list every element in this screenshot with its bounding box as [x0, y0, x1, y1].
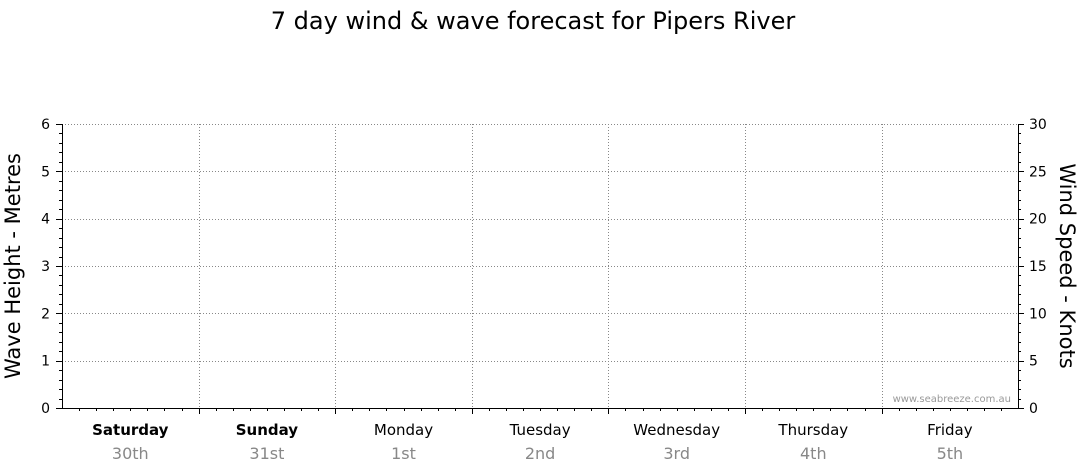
- day-date-label: 2nd: [525, 444, 555, 463]
- right-tick-label: 10: [1029, 306, 1047, 322]
- day-date-label: 5th: [937, 444, 964, 463]
- left-tick-label: 6: [41, 117, 50, 133]
- left-tick-label: 4: [41, 212, 50, 228]
- day-labels: Saturday 30th Sunday 31st Monday 1st Tuesday 2n…: [92, 421, 973, 463]
- left-tick-label: 1: [41, 354, 50, 370]
- right-tick-label: 5: [1029, 354, 1038, 370]
- day-name-label: Thursday: [777, 421, 848, 439]
- day-name-label: Saturday: [92, 421, 169, 439]
- left-axis-title: Wave Height - Metres: [1, 153, 25, 379]
- right-axis-title: Wind Speed - Knots: [1055, 163, 1079, 368]
- left-axis-ticks: 0 1 2 3 4 5 6: [41, 117, 62, 417]
- day-date-label: 1st: [391, 444, 416, 463]
- right-tick-label: 0: [1029, 401, 1038, 417]
- right-tick-label: 25: [1029, 164, 1047, 180]
- day-date-label: 31st: [249, 444, 284, 463]
- right-tick-label: 15: [1029, 259, 1047, 275]
- left-tick-label: 2: [41, 306, 50, 322]
- day-name-label: Wednesday: [633, 421, 720, 439]
- chart-title: 7 day wind & wave forecast for Pipers Ri…: [271, 7, 796, 35]
- left-tick-label: 5: [41, 164, 50, 180]
- right-axis-ticks: 0 5 10 15 20 25 30: [1018, 117, 1047, 417]
- day-name-label: Monday: [374, 421, 433, 439]
- day-date-label: 30th: [112, 444, 149, 463]
- day-name-label: Sunday: [236, 421, 299, 439]
- left-tick-label: 0: [41, 401, 50, 417]
- day-date-label: 4th: [800, 444, 827, 463]
- day-name-label: Tuesday: [509, 421, 571, 439]
- day-date-label: 3rd: [663, 444, 690, 463]
- left-tick-label: 3: [41, 259, 50, 275]
- right-tick-label: 30: [1029, 117, 1047, 133]
- day-name-label: Friday: [927, 421, 973, 439]
- grid-lines: [62, 124, 1018, 408]
- right-tick-label: 20: [1029, 212, 1047, 228]
- watermark-text: www.seabreeze.com.au: [893, 394, 1011, 405]
